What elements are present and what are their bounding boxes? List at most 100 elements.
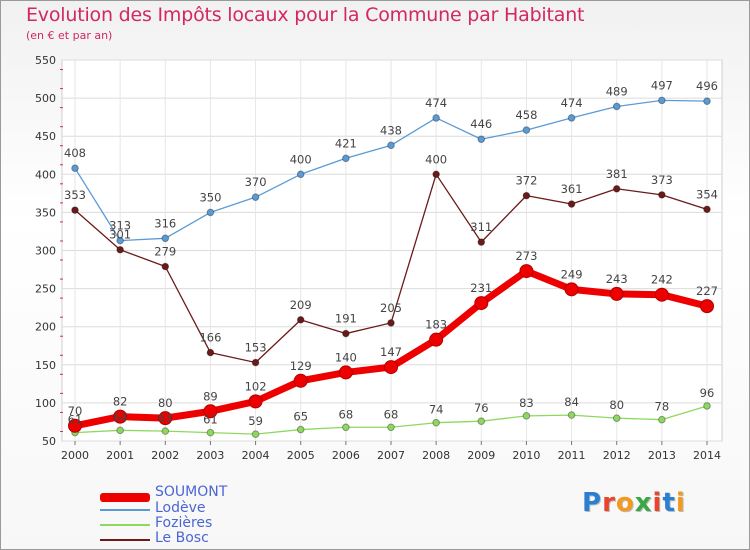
x-tick-label: 2013 [648, 449, 676, 462]
data-label-fozieres: 78 [655, 400, 670, 414]
data-point-lodeve [612, 102, 621, 111]
data-point-fozieres [342, 423, 350, 432]
data-point-le-bosc [342, 329, 350, 338]
data-label-soumont: 231 [470, 281, 492, 295]
data-label-fozieres: 61 [68, 413, 83, 427]
logo-letter: i [675, 488, 686, 518]
data-label-soumont: 249 [561, 267, 583, 281]
data-point-fozieres [703, 402, 711, 410]
x-tick-label: 2011 [558, 449, 586, 462]
data-label-fozieres: 80 [609, 398, 624, 412]
data-point-lodeve [703, 97, 711, 105]
data-point-fozieres [206, 428, 215, 437]
data-point-lodeve [296, 170, 305, 179]
data-point-soumont [564, 282, 579, 297]
data-label-le-bosc: 353 [64, 188, 86, 202]
logo-letter: x [634, 488, 653, 518]
data-point-soumont [519, 264, 534, 279]
data-point-soumont [113, 409, 128, 424]
data-label-lodeve: 474 [425, 96, 447, 110]
data-label-lodeve: 438 [380, 123, 402, 137]
data-point-soumont [338, 365, 353, 380]
x-tick-label: 2010 [512, 449, 540, 462]
data-label-lodeve: 408 [64, 146, 86, 160]
data-label-le-bosc: 205 [380, 301, 402, 315]
data-point-soumont [293, 373, 308, 388]
x-tick-label: 2005 [287, 449, 315, 462]
data-label-fozieres: 61 [203, 413, 218, 427]
data-point-fozieres [251, 430, 260, 438]
data-point-lodeve [658, 96, 666, 105]
data-label-le-bosc: 279 [154, 245, 176, 259]
data-point-le-bosc [206, 348, 215, 357]
data-label-soumont: 273 [515, 249, 537, 263]
data-point-soumont [248, 394, 263, 409]
data-label-lodeve: 350 [199, 190, 221, 204]
data-point-lodeve [71, 164, 79, 173]
y-tick-label: 50 [42, 435, 56, 448]
x-tick-label: 2009 [467, 449, 495, 462]
data-point-le-bosc [161, 262, 170, 271]
data-label-fozieres: 68 [339, 407, 354, 421]
data-label-le-bosc: 301 [109, 228, 131, 242]
data-point-soumont [384, 360, 398, 375]
data-label-lodeve: 489 [606, 84, 628, 98]
data-point-soumont [158, 411, 173, 426]
data-label-lodeve: 316 [154, 216, 176, 230]
data-label-soumont: 89 [203, 389, 218, 403]
legend-swatch-le-bosc [100, 539, 150, 541]
data-label-soumont: 102 [245, 379, 267, 393]
data-label-le-bosc: 354 [696, 187, 718, 201]
data-point-lodeve [161, 234, 170, 243]
data-point-le-bosc [658, 191, 666, 199]
data-label-lodeve: 421 [335, 136, 357, 150]
data-point-le-bosc [251, 358, 260, 367]
legend-swatch-fozieres [100, 524, 150, 526]
data-label-le-bosc: 373 [651, 173, 673, 187]
data-label-lodeve: 370 [245, 175, 267, 189]
legend-label-soumont: SOUMONT [155, 484, 228, 500]
data-point-lodeve [342, 154, 350, 163]
data-point-fozieres [296, 425, 305, 434]
data-point-le-bosc [477, 238, 486, 246]
logo-letter: t [662, 488, 676, 518]
data-label-fozieres: 59 [248, 414, 263, 428]
legend-label-lodeve: Lodève [155, 500, 206, 516]
data-point-soumont [609, 286, 624, 301]
logo-letter: P [582, 488, 603, 518]
data-point-soumont [474, 296, 489, 311]
data-label-soumont: 140 [335, 350, 357, 364]
data-label-le-bosc: 311 [470, 220, 492, 234]
data-label-fozieres: 83 [519, 396, 534, 410]
data-label-soumont: 82 [113, 395, 128, 409]
y-tick-label: 450 [35, 130, 56, 143]
data-label-fozieres: 64 [113, 410, 128, 424]
data-point-le-bosc [116, 245, 124, 254]
y-tick-label: 400 [35, 168, 56, 181]
data-label-soumont: 147 [380, 345, 402, 359]
y-tick-label: 300 [35, 245, 56, 258]
x-tick-label: 2003 [196, 449, 224, 462]
data-point-lodeve [477, 135, 486, 144]
data-label-fozieres: 65 [293, 410, 308, 424]
data-label-soumont: 242 [651, 273, 673, 287]
data-point-fozieres [161, 427, 170, 435]
x-tick-label: 2002 [151, 449, 179, 462]
data-label-soumont: 227 [696, 284, 718, 298]
data-label-le-bosc: 372 [515, 174, 537, 188]
data-point-le-bosc [703, 205, 711, 214]
data-label-lodeve: 497 [651, 78, 673, 92]
data-point-le-bosc [387, 319, 395, 327]
x-tick-label: 2004 [242, 449, 270, 462]
logo-letter: i [652, 488, 663, 518]
data-point-le-bosc [612, 184, 621, 193]
data-label-fozieres: 63 [158, 411, 173, 425]
data-point-soumont [68, 418, 82, 433]
x-tick-label: 2006 [332, 449, 360, 462]
data-point-fozieres [116, 426, 124, 435]
data-point-fozieres [612, 414, 621, 422]
data-label-lodeve: 446 [470, 117, 492, 131]
data-label-le-bosc: 166 [199, 331, 221, 345]
data-label-lodeve: 400 [290, 152, 312, 166]
